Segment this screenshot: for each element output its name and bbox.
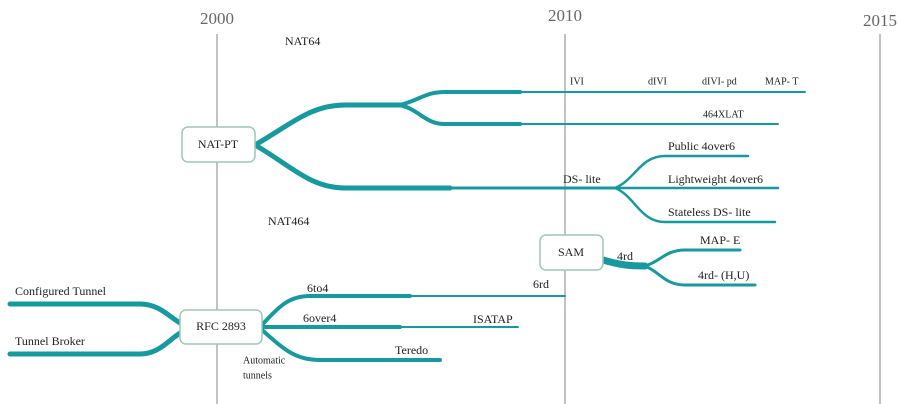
label: 6over4 [303,311,336,325]
label: DS- lite [563,172,601,186]
labels: NAT64 NAT464 IVI dIVI dIVI- pd MAP- T 46… [15,34,798,382]
branch [643,248,742,268]
label: IVI [570,76,584,87]
branch [643,264,757,287]
label: NAT64 [285,34,320,48]
label: MAP- T [765,76,798,87]
label: Automatic [243,355,286,366]
node-label: NAT-PT [198,137,239,151]
label: ISATAP [473,312,513,326]
branch [252,102,403,148]
label: Configured Tunnel [15,284,107,298]
node-box [539,234,604,271]
label: Teredo [395,343,428,357]
label: Stateless DS- lite [668,205,751,219]
label: MAP- E [700,233,740,247]
label: dIVI- pd [702,76,737,87]
branch [398,90,522,107]
branches [7,90,806,362]
label: 464XLAT [703,109,744,120]
label: 4rd- (H,U) [698,268,749,282]
node-box [179,309,263,345]
year: 2000 [200,9,234,28]
label: dIVI [648,76,667,87]
label: 6rd [533,277,549,291]
label: NAT464 [268,214,309,228]
label: Tunnel Broker [15,334,85,348]
node-label: RFC 2893 [196,319,246,333]
label: Public 4over6 [668,139,735,153]
label: Lightweight 4over6 [668,172,763,186]
branch [7,301,185,327]
branch [613,154,750,190]
year: 2015 [863,11,897,30]
node-label: SAM [558,245,584,259]
branch [252,142,453,191]
node-box [181,126,256,163]
branch [260,328,442,362]
nodes: NAT-PT SAM RFC 2893 [179,126,604,345]
branch [260,294,412,327]
branch [7,329,185,357]
label: 6to4 [307,281,328,295]
branch [398,103,522,126]
branch [599,256,649,270]
branch [613,186,777,224]
axes: 2000 2010 2015 [200,6,897,404]
label: 4rd [617,249,633,263]
year: 2010 [548,6,582,25]
label: tunnels [243,370,272,381]
